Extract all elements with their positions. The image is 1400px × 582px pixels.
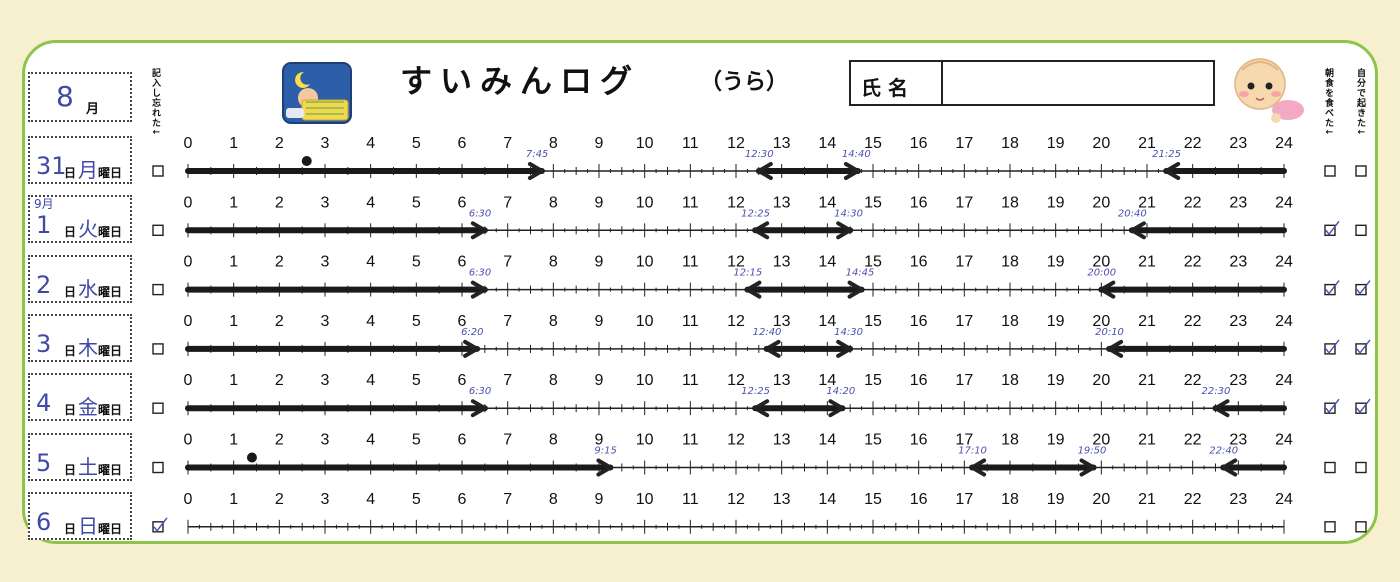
- day-unit: 日: [64, 521, 77, 536]
- name-field[interactable]: 氏 名: [849, 60, 1215, 106]
- page-title: すいみんログ: [400, 62, 641, 100]
- month-value: 8: [56, 80, 74, 113]
- day-box: 9月 1 日火曜日: [28, 195, 132, 244]
- day-box: 31 日月曜日: [28, 136, 132, 184]
- weekday-unit: 曜日: [98, 343, 123, 358]
- day-number: 1: [36, 211, 52, 240]
- day-box: 2 日水曜日: [28, 254, 132, 303]
- sleep-log-sheet: [22, 40, 1378, 544]
- sleeping-child-icon: [282, 62, 352, 124]
- weekday-unit: 曜日: [98, 225, 123, 240]
- day-unit: 日: [64, 225, 77, 240]
- weekday-unit: 曜日: [98, 403, 123, 418]
- month-note: 9月: [34, 197, 54, 212]
- day-unit: 日: [64, 284, 77, 299]
- weekday-value: 木: [78, 335, 98, 360]
- day-number: 2: [36, 270, 52, 299]
- baby-icon: [1226, 56, 1306, 124]
- day-unit: 日: [64, 403, 77, 418]
- month-unit: 月: [86, 102, 100, 117]
- weekday-value: 月: [78, 158, 98, 182]
- weekday-value: 火: [78, 217, 98, 242]
- weekday-value: 水: [78, 276, 98, 301]
- day-box: 4 日金曜日: [28, 373, 132, 422]
- day-unit: 日: [64, 462, 77, 477]
- breakfast-column-label: 朝食を食べた↓: [1323, 68, 1333, 137]
- month-box: 8 月: [28, 72, 132, 122]
- day-unit: 日: [64, 166, 77, 180]
- forgot-column-label: 記入し忘れた↓: [150, 68, 160, 137]
- day-number: 4: [36, 389, 52, 418]
- page-subtitle: （うら）: [700, 70, 789, 95]
- name-label: 氏 名: [861, 76, 908, 100]
- day-number: 31: [36, 152, 67, 180]
- weekday-unit: 曜日: [98, 462, 123, 477]
- day-number: 6: [36, 507, 52, 536]
- day-box: 3 日木曜日: [28, 313, 132, 362]
- day-unit: 日: [64, 343, 77, 358]
- day-number: 5: [36, 448, 52, 477]
- woke-column-label: 自分で起きた↓: [1355, 68, 1365, 137]
- weekday-value: 土: [78, 454, 98, 479]
- day-box: 6 日日曜日: [28, 491, 132, 540]
- weekday-unit: 曜日: [98, 284, 123, 299]
- weekday-value: 日: [78, 513, 98, 538]
- day-box: 5 日土曜日: [28, 432, 132, 481]
- weekday-unit: 曜日: [98, 166, 123, 180]
- weekday-value: 金: [78, 395, 98, 420]
- day-number: 3: [36, 329, 52, 358]
- weekday-unit: 曜日: [98, 521, 123, 536]
